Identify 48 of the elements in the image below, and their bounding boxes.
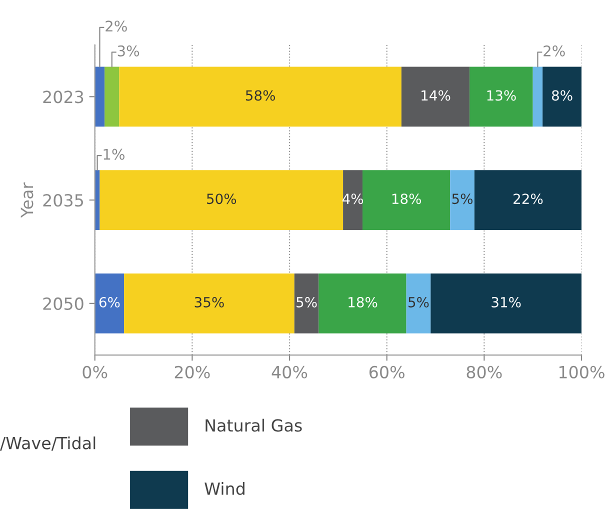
- bar: [119, 66, 402, 127]
- data-label: 5%: [296, 296, 317, 308]
- bar: [124, 273, 294, 334]
- x-tick-label: 20%: [174, 366, 210, 378]
- x-tick-label: 80%: [466, 366, 502, 378]
- bar: [542, 66, 582, 127]
- data-label: 35%: [194, 296, 224, 308]
- y-axis-title: Year: [20, 182, 34, 218]
- y-tick-label: 2035: [43, 194, 83, 207]
- bar: [94, 273, 124, 334]
- bar: [318, 273, 406, 334]
- bar: [401, 66, 470, 127]
- data-label: 18%: [392, 194, 421, 204]
- bar: [406, 273, 431, 334]
- bar: [94, 66, 105, 127]
- x-tick-label: 100%: [560, 366, 604, 378]
- text: /Wave/Tidal: [0, 436, 96, 451]
- data-label: 5%: [408, 296, 429, 308]
- bar: [470, 66, 533, 127]
- x-tick-label: 0%: [82, 366, 108, 378]
- data-label: 13%: [487, 90, 516, 101]
- data-label: 22%: [514, 194, 543, 204]
- data-label: 50%: [207, 194, 236, 204]
- y-tick-label: 2023: [43, 90, 84, 104]
- bar: [474, 170, 582, 230]
- bar: [104, 66, 120, 127]
- bar: [294, 273, 319, 334]
- y-tick-label: 2050: [43, 297, 84, 310]
- data-label: 2%: [544, 45, 565, 56]
- x-tick-label: 60%: [369, 366, 404, 378]
- data-label: 8%: [552, 90, 572, 101]
- data-label: 31%: [492, 296, 521, 308]
- data-label: 3%: [118, 45, 140, 56]
- legend-label: Natural Gas: [206, 418, 302, 432]
- data-label: 14%: [422, 90, 450, 101]
- data-label: 58%: [246, 90, 275, 101]
- x-tick-label: 40%: [272, 366, 308, 378]
- legend-label: Wind: [204, 482, 244, 495]
- bar: [362, 170, 450, 230]
- bar: [430, 273, 582, 334]
- bar: [100, 170, 344, 230]
- data-label: 5%: [452, 194, 473, 204]
- bar: [450, 170, 474, 230]
- data-label: 2%: [106, 20, 127, 32]
- data-label: 1%: [104, 148, 124, 160]
- data-label: 18%: [348, 296, 378, 308]
- data-label: 6%: [99, 296, 120, 308]
- bar: [532, 66, 543, 127]
